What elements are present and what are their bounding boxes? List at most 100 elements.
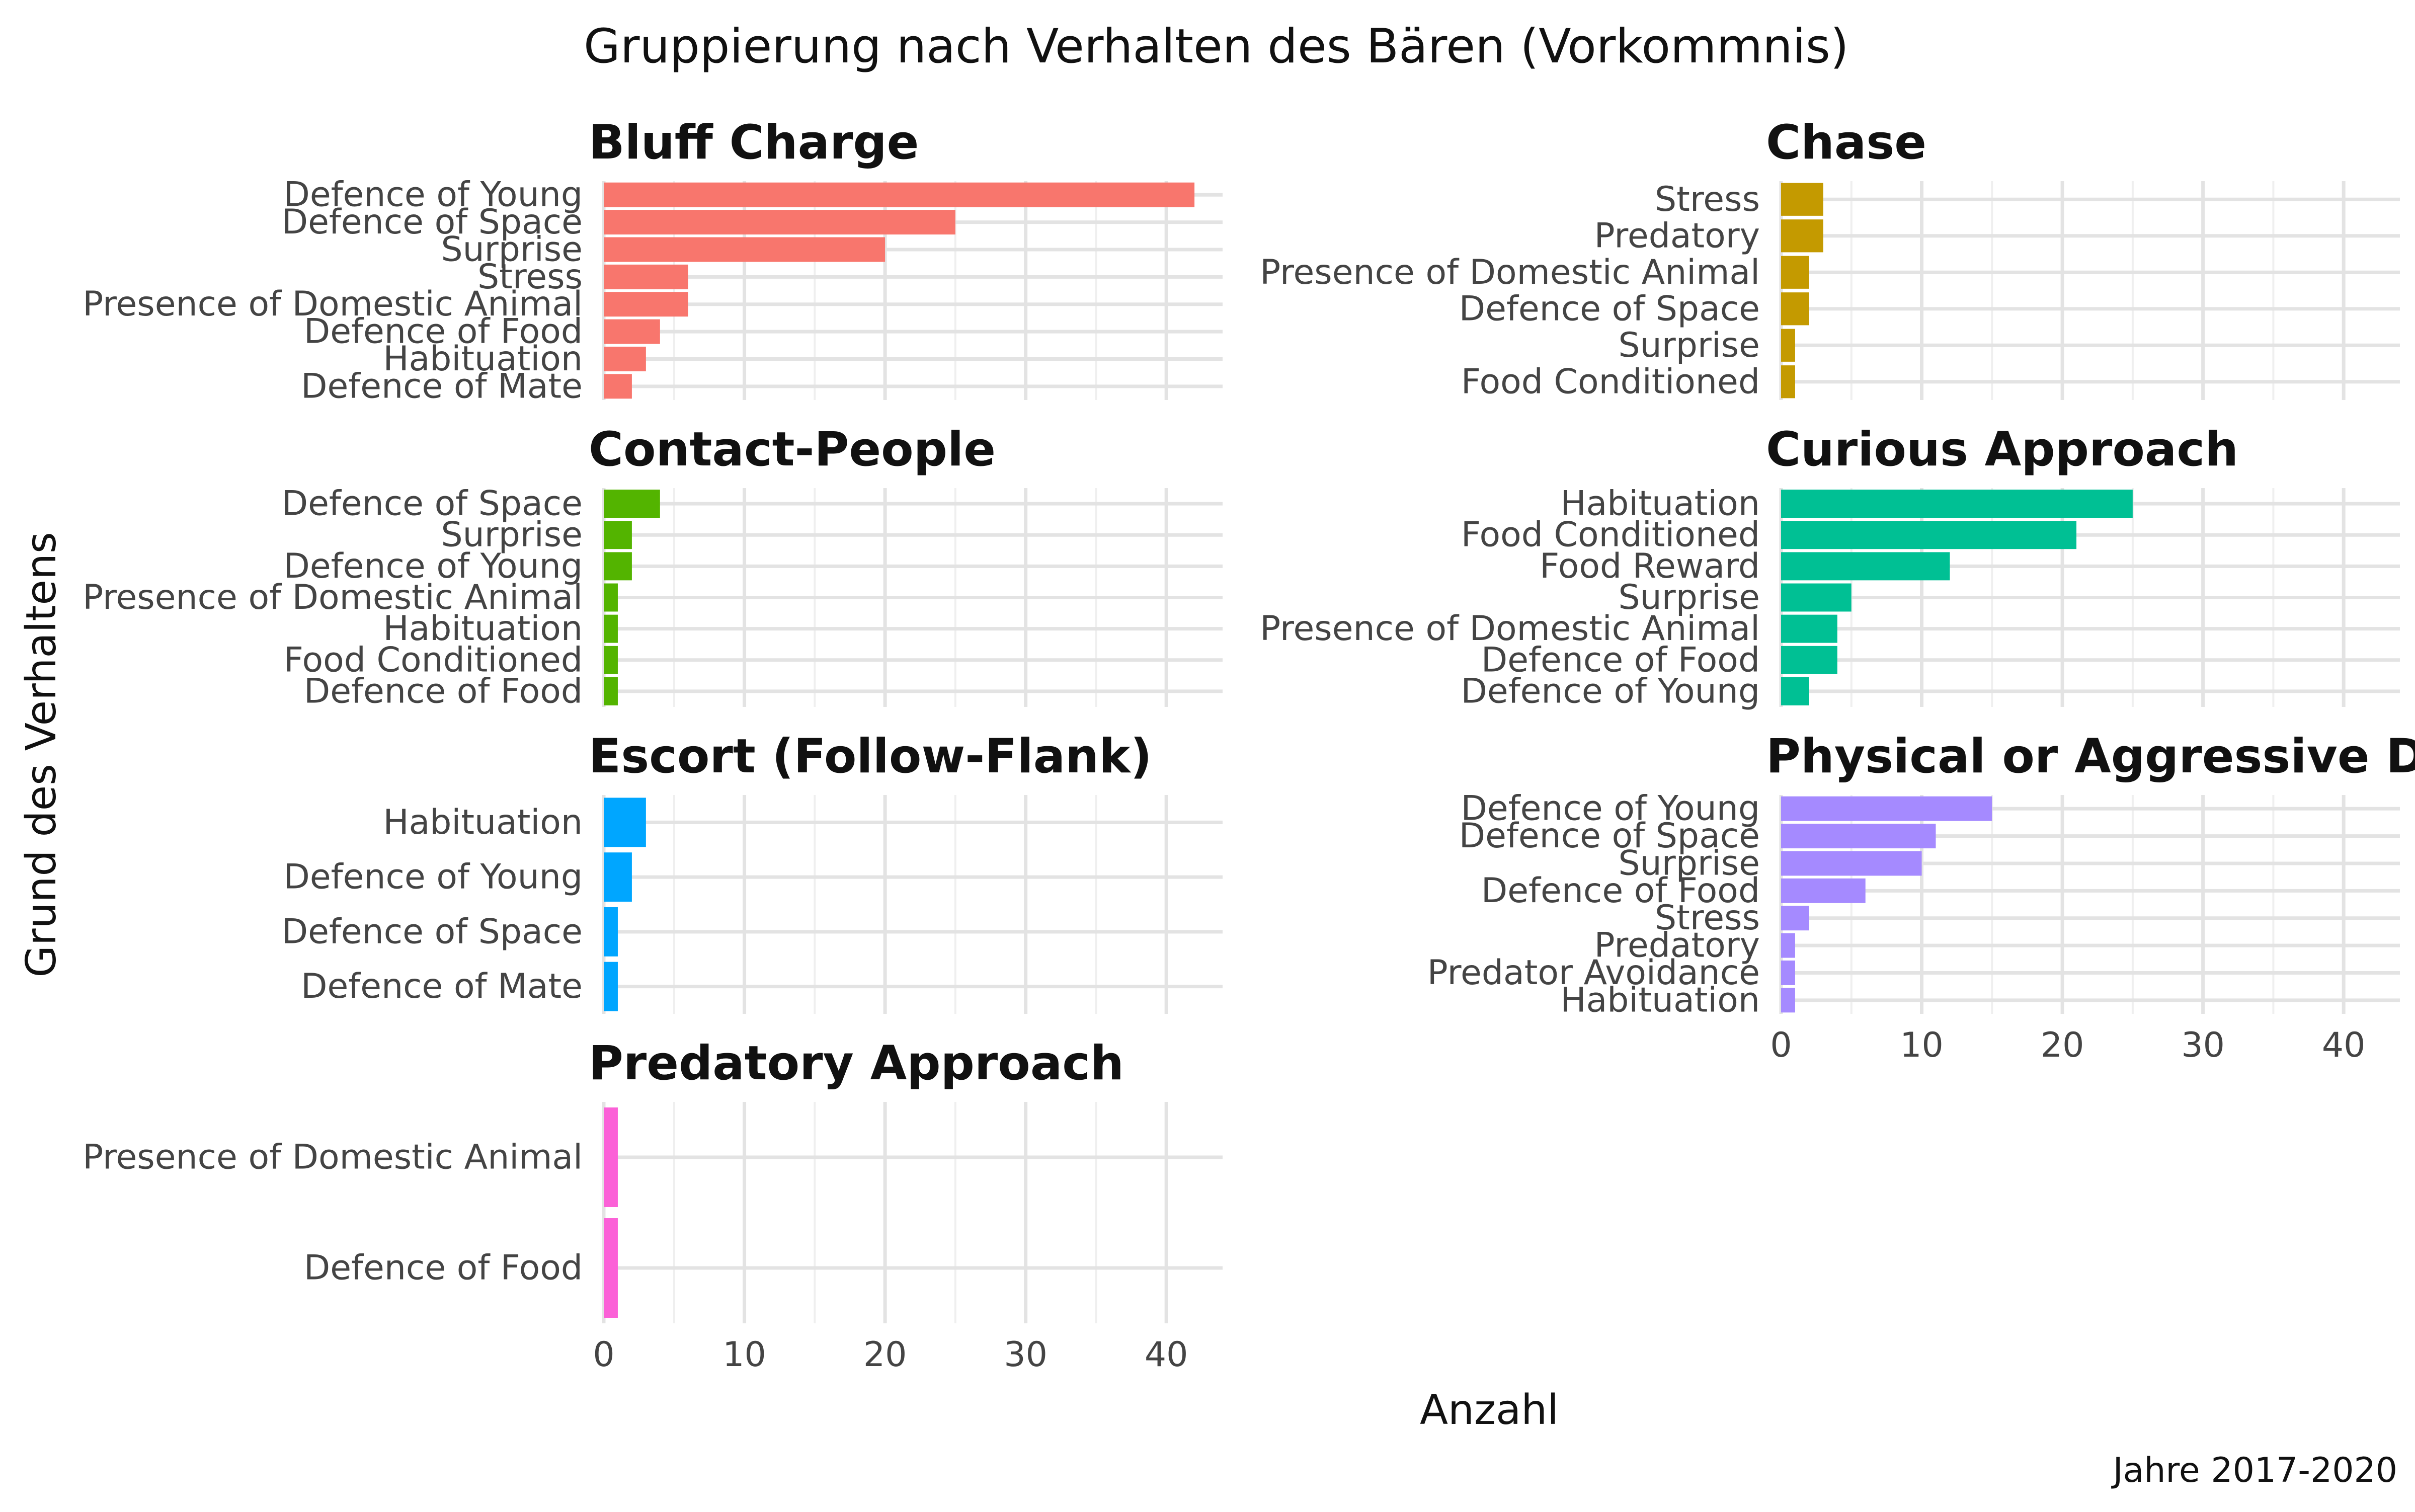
y-tick-label: Defence of Space (282, 484, 583, 524)
y-tick-label: Habituation (383, 803, 583, 842)
bar-food-conditioned (604, 646, 618, 674)
bar-surprise (604, 521, 632, 549)
facet-physical-or-aggressive-displ: Physical or Aggressive DisplDefence of Y… (1427, 729, 2415, 1065)
bar-food-conditioned (1781, 365, 1795, 399)
facet-title: Curious Approach (1766, 422, 2238, 477)
bar-defence-of-food (604, 319, 660, 344)
bar-presence-of-domestic-animal (604, 1107, 618, 1207)
y-tick-label: Presence of Domestic Animal (1260, 609, 1760, 649)
bar-defence-of-space (604, 490, 660, 518)
y-tick-label: Defence of Space (282, 912, 583, 951)
x-tick-label: 10 (722, 1335, 766, 1375)
bar-food-conditioned (1781, 521, 2077, 549)
bar-presence-of-domestic-animal (604, 292, 688, 317)
bar-predatory (1781, 219, 1823, 253)
bar-surprise (604, 237, 886, 262)
y-tick-label: Food Reward (1540, 546, 1760, 586)
bar-habituation (604, 614, 618, 643)
bar-defence-of-food (604, 1218, 618, 1318)
bar-food-reward (1781, 552, 1950, 581)
bar-defence-of-young (604, 852, 632, 902)
y-tick-label: Defence of Young (283, 857, 583, 897)
x-tick-label: 40 (1145, 1335, 1188, 1375)
bar-defence-of-mate (604, 962, 618, 1011)
y-tick-label: Defence of Young (283, 175, 583, 215)
x-tick-label: 40 (2322, 1025, 2366, 1065)
y-tick-label: Habituation (1560, 484, 1760, 524)
y-tick-label: Defence of Mate (301, 967, 583, 1006)
x-tick-label: 20 (863, 1335, 907, 1375)
y-tick-label: Defence of Space (282, 202, 583, 242)
y-tick-label: Food Conditioned (284, 640, 583, 680)
bar-presence-of-domestic-animal (604, 583, 618, 612)
y-tick-label: Surprise (1619, 578, 1760, 617)
y-tick-label: Defence of Food (1481, 871, 1760, 911)
bar-defence-of-mate (604, 374, 632, 399)
y-tick-label: Predatory (1594, 926, 1760, 966)
bar-defence-of-space (604, 907, 618, 957)
y-tick-label: Defence of Young (1461, 671, 1760, 711)
x-tick-label: 0 (593, 1335, 614, 1375)
bar-predator-avoidance (1781, 960, 1795, 985)
x-tick-label: 30 (2181, 1025, 2225, 1065)
y-tick-label: Stress (1655, 898, 1760, 938)
facet-escort-follow-flank: Escort (Follow-Flank)Habituation Defence … (282, 729, 1223, 1014)
facet-title: Bluff Charge (589, 115, 919, 170)
bar-stress (1781, 906, 1809, 931)
bar-defence-of-food (1781, 878, 1866, 903)
bar-surprise (1781, 583, 1852, 612)
bar-defence-of-young (1781, 677, 1809, 705)
y-tick-label: Defence of Space (1459, 816, 1760, 856)
facet-title: Predatory Approach (589, 1036, 1124, 1091)
y-tick-label: Surprise (1619, 326, 1760, 365)
y-tick-label: Surprise (1619, 843, 1760, 883)
bar-stress (604, 264, 688, 289)
bar-habituation (604, 798, 646, 847)
x-tick-label: 30 (1004, 1335, 1048, 1375)
x-axis-title: Anzahl (1420, 1386, 1559, 1434)
y-tick-label: Defence of Mate (301, 366, 583, 406)
y-tick-label: Defence of Young (283, 546, 583, 586)
bar-defence-of-young (604, 552, 632, 581)
bar-habituation (1781, 490, 2133, 518)
y-axis-title: Grund des Verhaltens (18, 532, 65, 977)
y-tick-label: Defence of Food (304, 671, 583, 711)
y-tick-label: Surprise (441, 229, 583, 269)
bar-surprise (1781, 329, 1795, 362)
bar-defence-of-young (604, 182, 1195, 207)
bar-defence-of-space (1781, 292, 1809, 326)
y-tick-label: Defence of Food (304, 312, 583, 352)
y-tick-label: Defence of Food (304, 1248, 583, 1288)
bar-presence-of-domestic-animal (1781, 614, 1837, 643)
facet-title: Chase (1766, 115, 1926, 170)
y-tick-label: Surprise (441, 515, 583, 555)
chart-caption: Jahre 2017-2020 (2111, 1451, 2397, 1490)
y-tick-label: Stress (1655, 180, 1760, 219)
y-tick-label: Presence of Domestic Animal (1260, 253, 1760, 292)
y-tick-label: Presence of Domestic Animal (83, 578, 583, 617)
y-tick-label: Defence of Young (1461, 789, 1760, 829)
y-tick-label: Food Conditioned (1461, 362, 1760, 402)
y-tick-label: Stress (477, 257, 583, 297)
y-tick-label: Habituation (383, 609, 583, 649)
bar-defence-of-young (1781, 796, 1992, 821)
bar-defence-of-space (604, 210, 955, 235)
x-tick-label: 0 (1770, 1025, 1792, 1065)
y-tick-label: Food Conditioned (1461, 515, 1760, 555)
bar-defence-of-space (1781, 824, 1936, 849)
bar-surprise (1781, 851, 1922, 876)
y-tick-label: Habituation (1560, 980, 1760, 1020)
x-tick-label: 20 (2041, 1025, 2084, 1065)
x-tick-label: 10 (1900, 1025, 1944, 1065)
facet-title: Physical or Aggressive Displ (1766, 729, 2415, 784)
y-tick-label: Presence of Domestic Animal (83, 284, 583, 324)
bar-defence-of-food (604, 677, 618, 705)
bar-defence-of-food (1781, 646, 1837, 674)
bar-stress (1781, 183, 1823, 216)
y-tick-label: Predator Avoidance (1427, 953, 1760, 993)
